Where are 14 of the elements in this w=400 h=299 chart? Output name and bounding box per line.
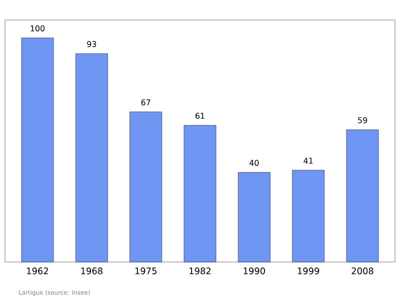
x-tick-label: 1968	[81, 268, 102, 274]
x-tick-label: 1990	[244, 268, 265, 274]
bar	[130, 112, 162, 262]
bar	[238, 172, 270, 262]
x-tick-label: 2008	[352, 268, 374, 274]
bar	[292, 170, 325, 262]
x-tick-label: 1982	[190, 268, 211, 274]
bar	[346, 130, 379, 262]
bar	[75, 53, 108, 262]
bar	[184, 125, 216, 262]
bar	[21, 38, 54, 262]
x-tick-label: 1975	[135, 268, 156, 274]
x-tick-label: 1962	[27, 268, 48, 274]
x-tick-label: 1999	[298, 268, 320, 274]
